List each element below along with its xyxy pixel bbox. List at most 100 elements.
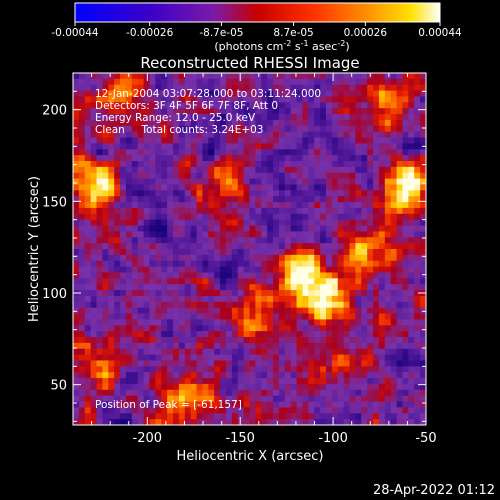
heatmap-cell <box>84 184 92 191</box>
heatmap-cell <box>196 354 203 361</box>
heatmap-cell <box>373 413 380 420</box>
heatmap-cell <box>184 372 192 379</box>
heatmap-cell <box>73 219 80 226</box>
heatmap-cell <box>131 237 139 244</box>
heatmap-cell <box>120 260 127 267</box>
heatmap-cell <box>302 149 309 156</box>
heatmap-cell <box>202 325 209 332</box>
heatmap-cell <box>184 266 192 273</box>
heatmap-cell <box>214 383 221 391</box>
heatmap-cell <box>302 213 309 221</box>
heatmap-cell <box>384 325 392 332</box>
x-tick-label: -100 <box>318 431 348 446</box>
heatmap-cell <box>390 413 397 420</box>
heatmap-cell <box>278 125 286 133</box>
heatmap-cell <box>108 178 115 185</box>
heatmap-cell <box>196 260 203 267</box>
heatmap-cell <box>420 231 426 238</box>
heatmap-cell <box>402 301 409 309</box>
heatmap-cell <box>267 178 274 185</box>
heatmap-cell <box>202 166 209 174</box>
heatmap-cell <box>108 207 115 215</box>
heatmap-cell <box>420 178 426 185</box>
heatmap-cell <box>202 96 209 103</box>
heatmap-cell <box>131 202 139 209</box>
heatmap-cell <box>325 366 333 373</box>
heatmap-cell <box>114 360 121 367</box>
heatmap-cell <box>284 266 292 273</box>
heatmap-cell <box>167 114 174 121</box>
heatmap-cell <box>184 207 192 215</box>
heatmap-cell <box>202 295 209 303</box>
heatmap-cell <box>102 272 109 279</box>
heatmap-cell <box>120 325 127 332</box>
heatmap-cell <box>190 301 197 309</box>
heatmap-cell <box>84 149 92 156</box>
heatmap-cell <box>161 378 168 385</box>
heatmap-cell <box>390 161 397 168</box>
heatmap-cell <box>402 90 409 97</box>
heatmap-cell <box>173 243 180 250</box>
heatmap-cell <box>331 378 339 385</box>
heatmap-cell <box>196 114 203 121</box>
heatmap-cell <box>131 102 139 109</box>
heatmap-cell <box>173 219 180 226</box>
heatmap-cell <box>384 213 392 221</box>
heatmap-cell <box>296 366 303 373</box>
heatmap-cell <box>90 354 97 361</box>
heatmap-cell <box>78 366 86 373</box>
heatmap-cell <box>167 219 174 226</box>
heatmap-cell <box>331 84 339 91</box>
heatmap-cell <box>284 184 292 191</box>
heatmap-cell <box>231 73 239 80</box>
heatmap-cell <box>396 295 403 303</box>
heatmap-cell <box>178 149 186 156</box>
heatmap-cell <box>114 73 121 80</box>
heatmap-cell <box>78 378 86 385</box>
heatmap-cell <box>278 284 286 291</box>
heatmap-cell <box>161 307 168 314</box>
heatmap-cell <box>102 401 109 408</box>
heatmap-cell <box>143 84 150 91</box>
heatmap-cell <box>161 166 168 174</box>
heatmap-cell <box>314 313 321 320</box>
heatmap-cell <box>367 272 374 279</box>
heatmap-cell <box>384 249 392 256</box>
heatmap-cell <box>278 166 286 174</box>
heatmap-cell <box>202 301 209 309</box>
heatmap-cell <box>378 378 386 385</box>
heatmap-cell <box>78 266 86 273</box>
heatmap-cell <box>255 278 262 285</box>
heatmap-cell <box>202 342 209 350</box>
heatmap-cell <box>73 196 80 203</box>
heatmap-cell <box>396 125 403 133</box>
heatmap-cell <box>231 278 239 285</box>
heatmap-cell <box>390 207 397 215</box>
heatmap-cell <box>402 419 409 425</box>
heatmap-cell <box>73 90 80 97</box>
heatmap-cell <box>149 225 156 232</box>
heatmap-cell <box>167 389 174 397</box>
heatmap-cell <box>414 407 421 414</box>
heatmap-cell <box>325 331 333 338</box>
heatmap-cell <box>273 125 280 133</box>
heatmap-cell <box>225 354 233 361</box>
heatmap-cell <box>367 125 374 133</box>
heatmap-cell <box>220 260 227 267</box>
heatmap-cell <box>384 225 392 232</box>
heatmap-cell <box>308 90 315 97</box>
heatmap-cell <box>390 231 397 238</box>
heatmap-cell <box>278 161 286 168</box>
heatmap-cell <box>96 155 103 162</box>
heatmap-cell <box>84 295 92 303</box>
heatmap-cell <box>361 360 368 367</box>
heatmap-cell <box>102 172 109 179</box>
heatmap-cell <box>173 96 180 103</box>
heatmap-cell <box>155 413 162 420</box>
heatmap-cell <box>225 137 233 144</box>
heatmap-cell <box>161 383 168 391</box>
heatmap-cell <box>261 395 268 402</box>
heatmap-cell <box>325 196 333 203</box>
heatmap-cell <box>408 383 415 391</box>
heatmap-cell <box>367 360 374 367</box>
